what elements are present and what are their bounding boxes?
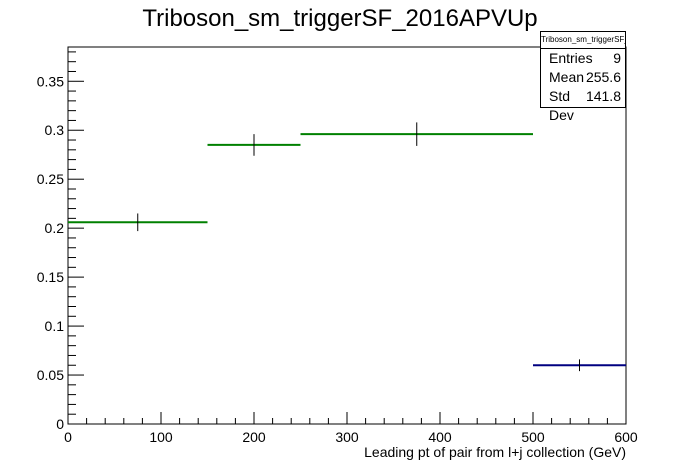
stats-row-mean: Mean 255.6 bbox=[541, 68, 625, 87]
y-tick-label: 0.05 bbox=[37, 367, 64, 383]
chart-title: Triboson_sm_triggerSF_2016APVUp bbox=[142, 5, 537, 32]
stats-label: Std Dev bbox=[549, 88, 574, 123]
y-axis: 0 0.05 0.1 0.15 0.2 0.25 0.3 0.35 bbox=[37, 51, 84, 432]
stats-value: 9 bbox=[613, 50, 621, 66]
y-tick-label: 0.3 bbox=[45, 122, 65, 138]
y-tick-label: 0 bbox=[56, 416, 64, 432]
x-axis: 0 100 200 300 400 500 600 bbox=[64, 412, 638, 445]
stats-label: Mean bbox=[549, 69, 585, 85]
y-tick-label: 0.15 bbox=[37, 269, 64, 285]
x-tick-label: 100 bbox=[149, 429, 173, 445]
stats-row-std-dev: Std Dev 141.8 bbox=[541, 87, 625, 123]
stats-value: 141.8 bbox=[585, 88, 621, 104]
stats-box: Triboson_sm_triggerSF_2016APVUp Entries … bbox=[540, 31, 626, 123]
x-tick-label: 0 bbox=[64, 429, 72, 445]
x-tick-label: 400 bbox=[428, 429, 452, 445]
stats-value: 255.6 bbox=[585, 69, 621, 85]
y-tick-label: 0.1 bbox=[45, 318, 65, 334]
stats-label: Entries bbox=[549, 50, 593, 66]
stats-row-entries: Entries 9 bbox=[541, 49, 625, 68]
y-tick-label: 0.35 bbox=[37, 73, 64, 89]
x-tick-label: 200 bbox=[242, 429, 266, 445]
x-tick-label: 600 bbox=[614, 429, 638, 445]
histogram-bins bbox=[68, 122, 626, 372]
x-tick-label: 300 bbox=[335, 429, 359, 445]
y-tick-label: 0.2 bbox=[45, 220, 65, 236]
stats-box-title: Triboson_sm_triggerSF_2016APVUp bbox=[541, 32, 625, 49]
x-tick-label: 500 bbox=[521, 429, 545, 445]
x-axis-label: Leading pt of pair from l+j collection (… bbox=[364, 444, 626, 460]
y-tick-label: 0.25 bbox=[37, 171, 64, 187]
